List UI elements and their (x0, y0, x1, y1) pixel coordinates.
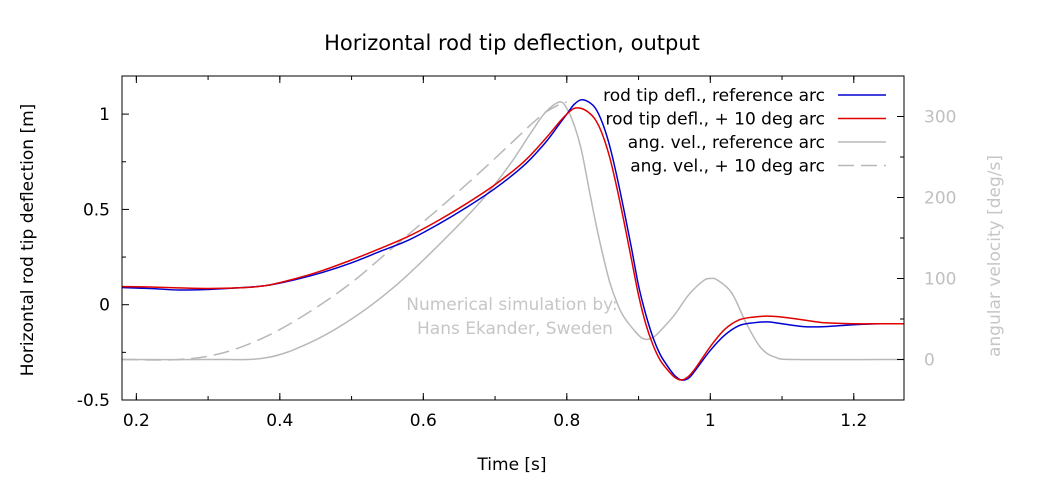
series-line-3 (121, 101, 905, 361)
y-tick-label: 0.5 (83, 200, 110, 220)
series-line-2 (121, 107, 904, 381)
annotation-line-2: Hans Ekander, Sweden (417, 319, 613, 339)
x-tick-label: 0.2 (123, 411, 150, 431)
legend-label-1: rod tip defl., reference arc (603, 86, 825, 106)
x-axis-label: Time [s] (476, 455, 546, 475)
y2-axis-label: angular velocity [deg/s] (985, 155, 1005, 357)
y-axis-label: Horizontal rod tip deflection [m] (18, 104, 38, 377)
y-axis: -0.5 0 0.5 1 (77, 105, 129, 411)
x-tick-label: 1 (705, 411, 716, 431)
series-line-4 (121, 101, 568, 361)
y-tick-label: 1 (99, 105, 110, 125)
chart-title: Horizontal rod tip deflection, output (324, 31, 700, 55)
legend-label-2: rod tip defl., + 10 deg arc (606, 110, 825, 130)
legend-label-3: ang. vel., reference arc (628, 133, 825, 153)
y-tick-label: 0 (99, 296, 110, 316)
y2-tick-label: 300 (924, 108, 956, 128)
series-layer (121, 98, 905, 381)
x-tick-label: 1.2 (840, 411, 867, 431)
y2-tick-label: 0 (924, 351, 935, 371)
y2-tick-label: 200 (924, 189, 956, 209)
x-axis: 0.2 0.4 0.6 0.8 1 1.2 (123, 76, 867, 431)
series-line-1 (121, 98, 905, 381)
x-tick-label: 0.8 (553, 411, 580, 431)
legend: rod tip defl., reference arc rod tip defl… (603, 86, 886, 177)
annotation-line-1: Numerical simulation by: (406, 295, 617, 315)
y2-tick-label: 100 (924, 270, 956, 290)
x-tick-label: 0.4 (266, 411, 293, 431)
legend-label-4: ang. vel., + 10 deg arc (630, 157, 825, 177)
y2-axis: 0 100 200 300 (897, 108, 956, 371)
x-tick-label: 0.6 (410, 411, 437, 431)
y-tick-label: -0.5 (77, 391, 110, 411)
annotation: Numerical simulation by: Hans Ekander, S… (406, 295, 617, 339)
